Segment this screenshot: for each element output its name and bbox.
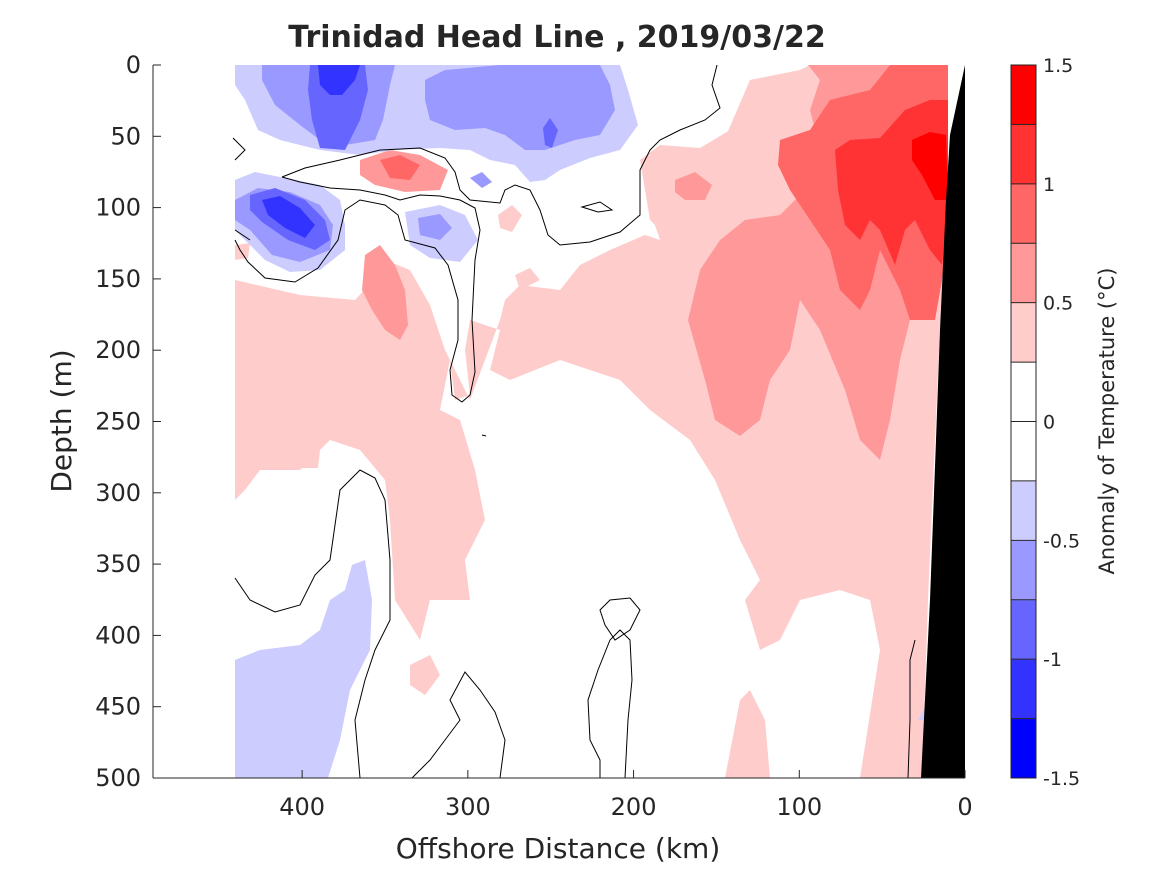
colorbar-segment	[1011, 599, 1036, 660]
y-tick-label: 250	[95, 408, 141, 436]
colorbar-segment	[1011, 302, 1036, 363]
anomaly-region-cold-025-deep	[235, 560, 372, 778]
y-axis-label: Depth (m)	[45, 349, 78, 492]
x-tick-label: 0	[957, 793, 972, 821]
y-tick-label: 150	[95, 265, 141, 293]
colorbar-segment	[1011, 480, 1036, 541]
zero-contours	[232, 65, 916, 778]
y-tick-label: 200	[95, 336, 141, 364]
seafloor-bathymetry	[921, 65, 965, 778]
y-tick-label: 450	[95, 693, 141, 721]
colorbar-segment	[1011, 421, 1036, 482]
colorbar-segment	[1011, 718, 1036, 779]
colorbar-segment	[1011, 65, 1036, 125]
colorbar-tick-label: -0.5	[1043, 530, 1080, 552]
chart-title: Trinidad Head Line , 2019/03/22	[288, 20, 825, 55]
colorbar-segment	[1011, 362, 1036, 422]
anomaly-region-warm-075-small	[380, 155, 420, 180]
anomaly-region-warm-025-small-a	[410, 655, 440, 695]
colorbar-tick-label: 0.5	[1043, 293, 1073, 315]
y-tick-label: 50	[110, 122, 141, 150]
colorbar-segment	[1011, 183, 1036, 244]
anomaly-region-cold-100-west	[318, 65, 360, 95]
colorbar-label: Anomaly of Temperature (°C)	[1095, 268, 1119, 575]
anomaly-region-cold-050-small-a	[418, 214, 452, 240]
contour-field	[232, 65, 965, 778]
anomaly-region-warm-025-small-e	[235, 380, 240, 400]
anomaly-region-warm-025-small-b	[300, 450, 320, 468]
anomaly-region-cold-050-central	[425, 65, 615, 150]
x-tick-label: 200	[611, 793, 657, 821]
colorbar-segment	[1011, 124, 1036, 185]
colorbar-segment	[1011, 243, 1036, 304]
x-tick-label: 300	[445, 793, 491, 821]
anomaly-region-warm-025-small-d	[515, 268, 540, 290]
colorbar-tick-label: 0	[1043, 412, 1055, 434]
y-tick-label: 500	[95, 764, 141, 792]
colorbar-segment	[1011, 540, 1036, 601]
x-tick-label: 400	[279, 793, 325, 821]
anomaly-region-warm-025-small-c	[498, 205, 522, 232]
colorbar-tick-label: -1.5	[1043, 768, 1080, 790]
x-axis-ticks: 400 300 200 100 0	[279, 770, 973, 821]
anomaly-region-cold-100-eddy	[262, 196, 315, 238]
y-tick-label: 300	[95, 479, 141, 507]
anomaly-region-cold-075-small	[543, 118, 558, 148]
x-axis-label: Offshore Distance (km)	[396, 832, 721, 865]
x-tick-label: 100	[776, 793, 822, 821]
y-tick-label: 0	[126, 51, 141, 79]
anomaly-region-warm-125	[912, 132, 948, 200]
colorbar-tick-label: 1.5	[1043, 55, 1073, 77]
anomaly-region-warm-050-blob-a	[362, 245, 408, 340]
colorbar-ticks: -1.5 -1 -0.5 0 0.5 1 1.5	[1043, 55, 1080, 790]
colorbar-tick-label: 1	[1043, 174, 1055, 196]
colorbar	[1010, 64, 1037, 779]
anomaly-region-cold-050-small-b	[470, 172, 492, 188]
colorbar-tick-label: -1	[1043, 649, 1062, 671]
y-axis-ticks: 0 50 100 150 200 250 300 350 400 450 500	[95, 51, 161, 792]
y-tick-label: 350	[95, 550, 141, 578]
y-tick-label: 100	[95, 194, 141, 222]
anomaly-region-warm-025-shelf	[725, 690, 770, 778]
y-tick-label: 400	[95, 621, 141, 649]
anomaly-region-warm-050-blob-c	[675, 172, 712, 200]
colorbar-segment	[1011, 659, 1036, 720]
